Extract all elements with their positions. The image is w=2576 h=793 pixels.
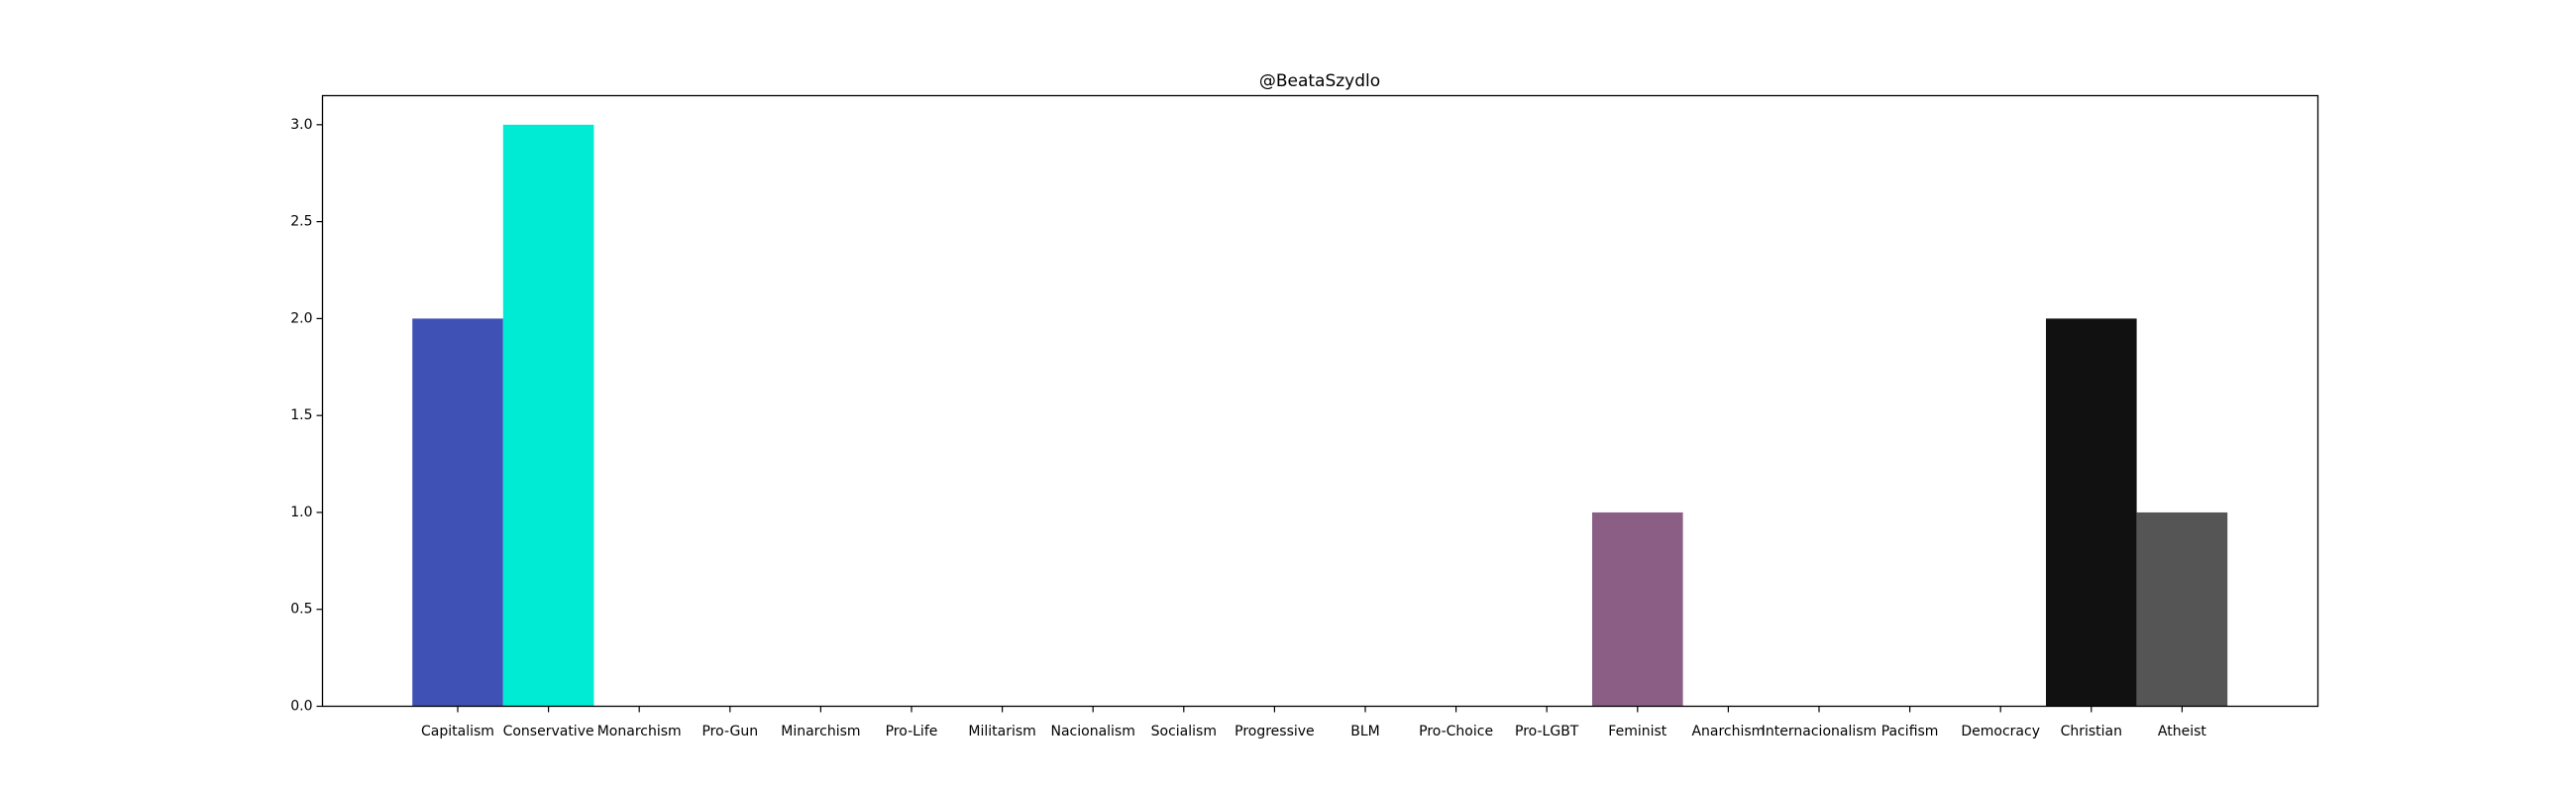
x-axis: Capitalism Conservative Monarchism Pro-Gun M… (421, 706, 2206, 739)
bars-layer (412, 124, 2228, 707)
y-tick-label: 2.5 (290, 214, 312, 230)
y-axis: 0.0 0.5 1.0 1.5 2.0 2.5 3.0 (290, 117, 323, 715)
y-tick-label: 2.0 (290, 310, 312, 326)
bar-christian (2046, 318, 2137, 707)
x-tick-label: Socialism (1151, 724, 1217, 739)
x-tick-label: Pacifism (1881, 724, 1939, 739)
x-tick-label: Internacionalism (1762, 724, 1877, 739)
bar-atheist (2136, 511, 2228, 707)
bar-conservative (502, 124, 594, 707)
x-tick-label: Pro-LGBT (1515, 724, 1579, 739)
x-tick-label: Capitalism (421, 724, 494, 739)
x-tick-label: Democracy (1961, 724, 2040, 739)
x-tick-label: Conservative (503, 724, 594, 739)
x-tick-label: Militarism (968, 724, 1035, 739)
plot-frame (321, 94, 2319, 708)
x-tick-label: Atheist (2158, 724, 2206, 739)
x-tick-label: BLM (1350, 724, 1379, 739)
x-tick-label: Christian (2061, 724, 2122, 739)
x-tick-label: Monarchism (597, 724, 682, 739)
bar-feminist (1592, 511, 1683, 707)
y-tick-label: 3.0 (290, 117, 312, 133)
bar-capitalism (412, 318, 503, 707)
x-tick-label: Pro-Choice (1419, 724, 1493, 739)
x-tick-label: Progressive (1234, 724, 1315, 739)
x-tick-label: Feminist (1608, 724, 1666, 739)
y-tick-label: 1.0 (290, 505, 312, 520)
x-tick-label: Pro-Gun (701, 724, 758, 739)
chart-title: @BeataSzydlo (1259, 71, 1380, 91)
x-tick-label: Nacionalism (1051, 724, 1135, 739)
y-tick-label: 1.5 (290, 407, 312, 423)
y-tick-label: 0.5 (290, 602, 312, 618)
y-tick-label: 0.0 (290, 699, 312, 715)
x-tick-label: Minarchism (781, 724, 860, 739)
x-tick-label: Pro-Life (886, 724, 938, 739)
x-tick-label: Anarchism (1691, 724, 1765, 739)
